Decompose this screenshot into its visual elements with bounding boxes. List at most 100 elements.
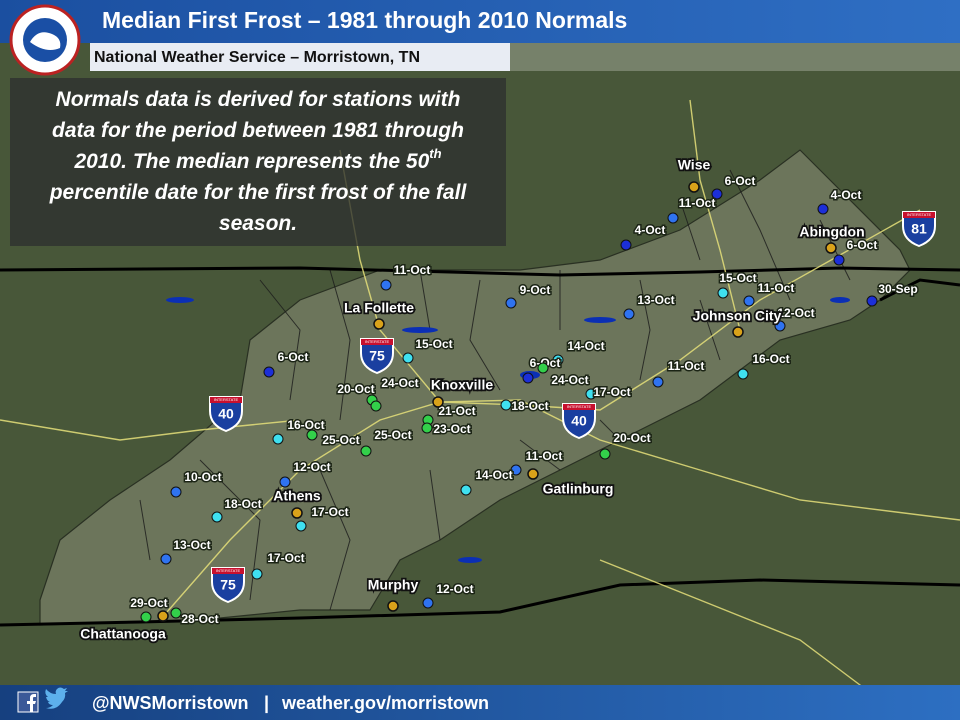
- shield-top: [210, 397, 242, 403]
- shield-number: 40: [571, 413, 587, 429]
- station-label: 11-Oct: [394, 263, 431, 277]
- shield-body: [211, 567, 245, 604]
- shield-caption: INTERSTATE: [365, 339, 390, 344]
- city-dot: [432, 396, 444, 408]
- description-text: Normals data is derived for stations wit…: [56, 88, 461, 111]
- city-label: Johnson City: [693, 308, 782, 324]
- station-label: 11-Oct: [679, 196, 716, 210]
- shield-top: [212, 568, 244, 574]
- station-label: 16-Oct: [287, 418, 324, 432]
- description-line: season.: [219, 212, 297, 235]
- station-label: 15-Oct: [719, 271, 756, 285]
- station-label: 13-Oct: [637, 293, 674, 307]
- city-label: Gatlinburg: [543, 481, 614, 497]
- twitter-icon[interactable]: [45, 687, 68, 709]
- city-label: Athens: [273, 488, 321, 504]
- station-dot: [140, 611, 152, 623]
- station-dot: [402, 352, 414, 364]
- station-dot: [711, 188, 723, 200]
- shield-number: 81: [911, 221, 927, 237]
- station-label: 18-Oct: [511, 399, 548, 413]
- station-label: 4-Oct: [635, 223, 666, 237]
- station-dot: [552, 354, 564, 366]
- footer-website[interactable]: weather.gov/morristown: [281, 693, 489, 713]
- interstate-shield: INTERSTATE 40: [562, 403, 596, 440]
- subtitle-bar-fade: [510, 43, 960, 71]
- station-label: 11-Oct: [526, 449, 563, 463]
- city-dot: [825, 242, 837, 254]
- subtitle-bar: [90, 43, 510, 71]
- station-label: 15-Oct: [415, 337, 452, 351]
- interstate-shield: INTERSTATE 75: [360, 338, 394, 375]
- station-label: 12-Oct: [293, 460, 330, 474]
- city-dot: [387, 600, 399, 612]
- station-dot: [170, 486, 182, 498]
- footer-handle[interactable]: @NWSMorristown: [92, 693, 249, 713]
- station-label: 6-Oct: [278, 350, 309, 364]
- station-dot: [774, 320, 786, 332]
- description-line: 2010. The median represents the 50th: [73, 146, 441, 173]
- station-label: 13-Oct: [173, 538, 210, 552]
- city-dot: [527, 468, 539, 480]
- station-label: 12-Oct: [777, 306, 814, 320]
- station-dot: [306, 429, 318, 441]
- nws-logo: [9, 4, 81, 76]
- station-label: 4-Oct: [831, 188, 862, 202]
- station-dot: [652, 376, 664, 388]
- title: Median First Frost – 1981 through 2010 N…: [102, 7, 627, 33]
- shield-body: [902, 211, 936, 248]
- station-dot: [295, 520, 307, 532]
- station-dot: [279, 476, 291, 488]
- station-dot: [833, 254, 845, 266]
- description-line: percentile date for the first frost of t…: [49, 181, 468, 204]
- city-label: Murphy: [368, 577, 419, 593]
- shield-body: [562, 403, 596, 440]
- station-dot: [380, 279, 392, 291]
- station-label: 6-Oct: [725, 174, 756, 188]
- station-label: 30-Sep: [878, 282, 917, 296]
- station-label: 14-Oct: [475, 468, 512, 482]
- city-label: Knoxville: [431, 377, 493, 393]
- footer-bar: [0, 685, 960, 720]
- station-dot: [421, 422, 433, 434]
- city-dot: [373, 318, 385, 330]
- station-dot: [817, 203, 829, 215]
- station-dot: [422, 597, 434, 609]
- station-label: 20-Oct: [337, 382, 374, 396]
- station-dot: [585, 388, 597, 400]
- station-label: 14-Oct: [567, 339, 604, 353]
- station-dot: [505, 297, 517, 309]
- shield-top: [361, 339, 393, 345]
- station-label: 28-Oct: [181, 612, 218, 626]
- station-label: 29-Oct: [130, 596, 167, 610]
- interstate-shield: INTERSTATE 40: [209, 396, 243, 433]
- description-text: data for the period between 1981 through: [52, 119, 464, 142]
- state-borders: [0, 266, 960, 627]
- station-dot: [211, 511, 223, 523]
- station-label: 6-Oct: [847, 238, 878, 252]
- station-dot: [251, 568, 263, 580]
- station-label: 21-Oct: [438, 404, 475, 418]
- station-dot: [667, 212, 679, 224]
- description-text: percentile date for the first frost of t…: [49, 181, 468, 204]
- shield-top: [903, 212, 935, 218]
- interstate-shield: INTERSTATE 81: [902, 211, 936, 248]
- station-dot: [272, 433, 284, 445]
- shield-caption: INTERSTATE: [216, 568, 241, 573]
- shield-body: [360, 338, 394, 375]
- shield-caption: INTERSTATE: [907, 212, 932, 217]
- description-line: data for the period between 1981 through: [52, 119, 464, 142]
- station-dot: [370, 400, 382, 412]
- station-label: 17-Oct: [311, 505, 348, 519]
- station-label: 11-Oct: [668, 359, 705, 373]
- interstate-shield: INTERSTATE 75: [211, 567, 245, 604]
- city-dot: [157, 610, 169, 622]
- station-dot: [160, 553, 172, 565]
- station-label: 25-Oct: [374, 428, 411, 442]
- station-dot: [263, 366, 275, 378]
- station-label: 11-Oct: [758, 281, 795, 295]
- station-label: 17-Oct: [593, 385, 630, 399]
- subtitle: National Weather Service – Morristown, T…: [94, 49, 420, 66]
- station-label: 24-Oct: [551, 373, 588, 387]
- station-dot: [620, 239, 632, 251]
